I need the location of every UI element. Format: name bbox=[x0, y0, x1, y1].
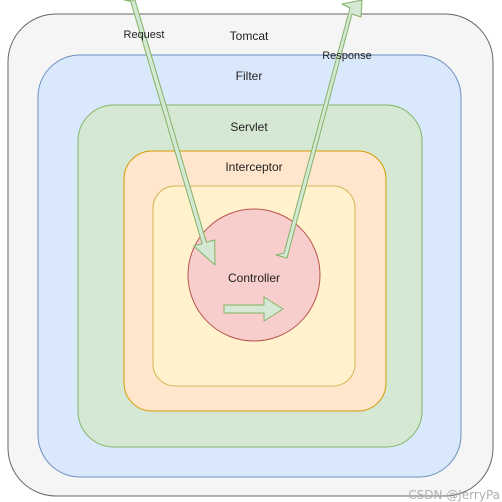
servlet-label: Servlet bbox=[230, 120, 268, 134]
filter-label: Filter bbox=[235, 69, 263, 83]
interceptor-label: Interceptor bbox=[225, 160, 283, 174]
response-label: Response bbox=[322, 50, 372, 62]
controller-arrow bbox=[223, 296, 284, 322]
watermark: CSDN @JerryPa bbox=[408, 488, 500, 502]
request-arrow bbox=[123, 0, 216, 266]
request-label: Request bbox=[123, 29, 165, 41]
response-arrow bbox=[275, 0, 363, 259]
tomcat-label: Tomcat bbox=[229, 29, 269, 43]
controller-label: Controller bbox=[227, 271, 281, 285]
